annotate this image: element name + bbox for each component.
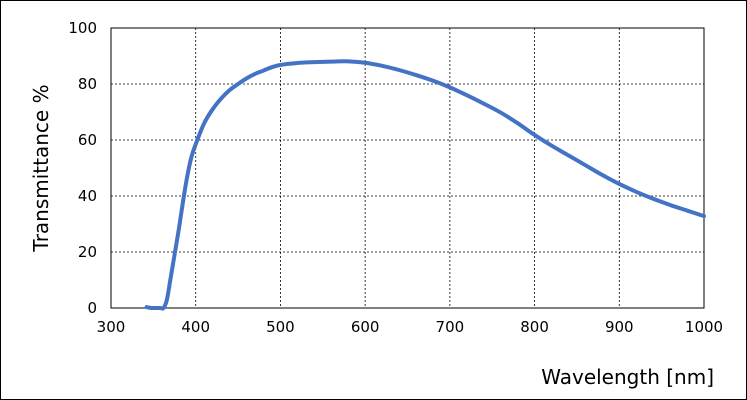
x-tick-label: 400 xyxy=(181,318,210,336)
y-tick-label: 100 xyxy=(68,19,97,37)
x-tick-label: 300 xyxy=(97,318,126,336)
y-tick-label: 60 xyxy=(78,131,97,149)
y-tick-label: 20 xyxy=(78,243,97,261)
y-tick-label: 40 xyxy=(78,187,97,205)
x-tick-label: 600 xyxy=(351,318,380,336)
x-tick-label: 500 xyxy=(266,318,295,336)
plot-area-border xyxy=(110,27,705,309)
x-axis-title: Wavelength [nm] xyxy=(541,365,714,389)
y-tick-label: 0 xyxy=(87,299,97,317)
x-tick-label: 1000 xyxy=(685,318,723,336)
y-axis-title: Transmittance % xyxy=(29,84,53,252)
x-tick-label: 800 xyxy=(520,318,549,336)
y-tick-label: 80 xyxy=(78,75,97,93)
grid-layer xyxy=(111,28,704,308)
tick-label-layer: 300 400 500 600 700 800 900 1000 0 20 40 60 80 100 xyxy=(68,19,723,336)
transmittance-series-line xyxy=(144,59,706,311)
series-layer xyxy=(144,59,706,311)
x-tick-label: 900 xyxy=(605,318,634,336)
x-tick-label: 700 xyxy=(436,318,465,336)
